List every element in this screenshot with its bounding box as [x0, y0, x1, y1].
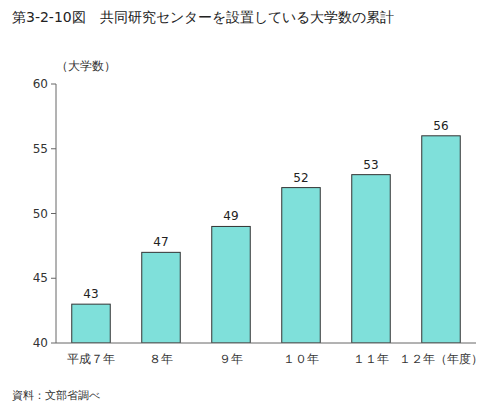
- bar: [72, 304, 111, 343]
- y-tick: [51, 278, 56, 279]
- x-tick-label: 平成７年: [67, 352, 115, 366]
- data-label: 52: [293, 171, 308, 185]
- data-label: 43: [83, 287, 98, 301]
- bar: [352, 175, 391, 343]
- title: 第3-2-10図 共同研究センターを設置している大学数の累計: [12, 9, 394, 25]
- x-tick-label: １２年（年度）: [399, 352, 483, 366]
- y-tick-label: 40: [33, 336, 48, 350]
- bar: [212, 226, 251, 343]
- y-ticks: 40 45 50 55 60: [33, 77, 56, 350]
- y-tick: [51, 343, 56, 344]
- y-tick-label: 60: [33, 77, 48, 91]
- y-tick-label: 45: [33, 271, 48, 285]
- x-tick-label: １０年: [283, 352, 319, 366]
- y-axis: [56, 84, 57, 343]
- data-label: 53: [363, 158, 378, 172]
- bars: [72, 136, 461, 343]
- y-tick: [51, 213, 56, 214]
- x-axis: [56, 343, 476, 344]
- y-axis-label: （大学数）: [56, 59, 116, 73]
- data-label: 56: [433, 119, 448, 133]
- data-label: 47: [153, 235, 168, 249]
- bar: [282, 188, 321, 343]
- chart-container: 第3-2-10図 共同研究センターを設置している大学数の累計 （大学数） 40 45 5…: [0, 0, 492, 409]
- chart: 第3-2-10図 共同研究センターを設置している大学数の累計 （大学数） 40 45 5…: [0, 0, 492, 409]
- bar: [422, 136, 461, 343]
- x-tick-label: ９年: [219, 352, 243, 366]
- y-tick: [51, 84, 56, 85]
- data-label: 49: [223, 209, 238, 223]
- source-note: 資料：文部省調べ: [12, 389, 100, 402]
- x-ticks: 平成７年 ８年 ９年 １０年 １１年 １２年（年度）: [67, 352, 483, 366]
- data-labels: 43 47 49 52 53 56: [83, 119, 448, 301]
- background: [0, 0, 492, 409]
- y-tick-label: 55: [33, 142, 48, 156]
- bar: [142, 252, 181, 343]
- y-tick: [51, 148, 56, 149]
- y-tick-label: 50: [33, 207, 48, 221]
- x-tick-label: １１年: [353, 352, 389, 366]
- x-tick-label: ８年: [149, 352, 173, 366]
